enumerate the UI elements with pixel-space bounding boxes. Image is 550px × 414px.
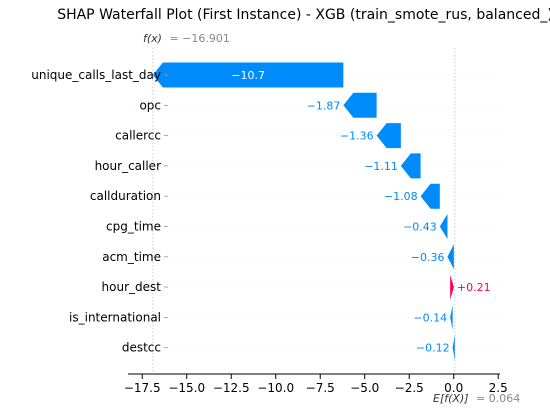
value-label: −1.08 (384, 190, 418, 203)
bar-destcc (452, 335, 455, 361)
feature-label: acm_time (102, 250, 161, 264)
x-tick-label: 2.5 (489, 381, 508, 395)
feature-label: callercc (115, 129, 161, 143)
feature-label: opc (139, 98, 161, 112)
x-tick-label: −10.0 (257, 381, 294, 395)
bar-hour-caller (400, 153, 421, 179)
x-tick-label: −15.0 (168, 381, 205, 395)
feature-label: cpg_time (106, 220, 161, 234)
value-label: −10.7 (231, 69, 265, 82)
bar-hour-dest (450, 274, 454, 300)
fx-value: = −16.901 (169, 32, 229, 45)
x-tick-label: −17.5 (124, 381, 161, 395)
x-tick-label: −5.0 (350, 381, 379, 395)
value-label: −0.43 (403, 221, 437, 234)
feature-labels-group: unique_calls_last_day −10.7 opc −1.87 caller… (31, 68, 490, 355)
chart-title: SHAP Waterfall Plot (First Instance) - X… (57, 7, 550, 23)
bar-cpg-time (439, 214, 448, 239)
feature-label: is_international (69, 310, 161, 324)
fx-annotation: f(x) = −16.901 (143, 32, 230, 45)
value-label: −0.12 (416, 342, 450, 355)
bar-callercc (376, 123, 401, 149)
bars-group (152, 62, 455, 361)
value-label: −0.36 (411, 251, 445, 264)
feature-label: unique_calls_last_day (31, 68, 161, 82)
ex-annotation: E[f(X)] = 0.064 (433, 392, 520, 405)
x-axis-ticks-group: −17.5 −15.0 −12.5 −10.0 −7.5 −5.0 −2.5 0.0 2.5 (124, 374, 508, 395)
value-label: +0.21 (457, 281, 491, 294)
value-label: −1.11 (364, 160, 398, 173)
feature-label: callduration (90, 189, 161, 203)
bar-unique-calls-last-day (152, 62, 344, 88)
x-tick-label: −2.5 (395, 381, 424, 395)
x-tick-label: −7.5 (306, 381, 335, 395)
bar-is-international (450, 304, 453, 330)
bar-callduration (420, 183, 440, 209)
x-tick-label: 0.0 (444, 381, 463, 395)
ex-value: = 0.064 (476, 392, 520, 405)
bar-acm-time (447, 244, 454, 270)
reference-lines (128, 48, 500, 378)
feature-label: destcc (122, 341, 161, 355)
feature-label: hour_caller (95, 159, 161, 173)
feature-label: hour_dest (102, 280, 162, 294)
ex-label: E[f(X)] (433, 392, 469, 405)
bar-opc (343, 92, 377, 118)
value-label: −1.36 (340, 130, 374, 143)
x-tick-label: −12.5 (213, 381, 250, 395)
value-label: −1.87 (307, 99, 341, 112)
fx-label: f(x) (143, 32, 162, 45)
value-label: −0.14 (413, 311, 447, 324)
